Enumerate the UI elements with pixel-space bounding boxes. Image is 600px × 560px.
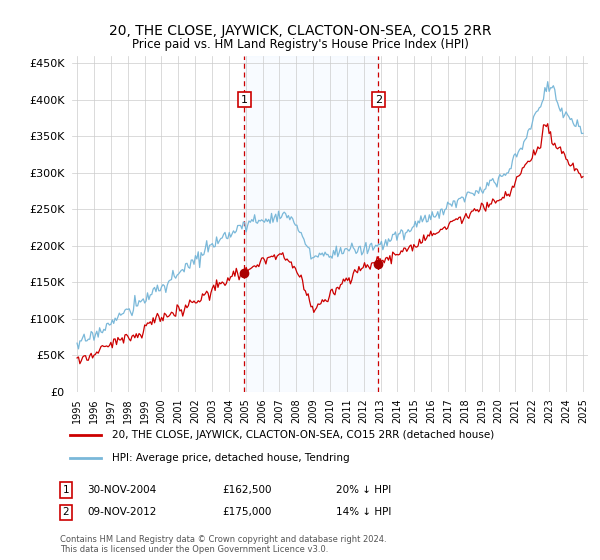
Text: 20, THE CLOSE, JAYWICK, CLACTON-ON-SEA, CO15 2RR (detached house): 20, THE CLOSE, JAYWICK, CLACTON-ON-SEA, …: [112, 430, 494, 440]
Text: 2: 2: [62, 507, 70, 517]
Text: 09-NOV-2012: 09-NOV-2012: [87, 507, 157, 517]
Text: Contains HM Land Registry data © Crown copyright and database right 2024.
This d: Contains HM Land Registry data © Crown c…: [60, 535, 386, 554]
Text: 1: 1: [62, 485, 70, 495]
Text: 14% ↓ HPI: 14% ↓ HPI: [336, 507, 391, 517]
Text: £162,500: £162,500: [222, 485, 271, 495]
Text: HPI: Average price, detached house, Tendring: HPI: Average price, detached house, Tend…: [112, 453, 349, 463]
Text: 20, THE CLOSE, JAYWICK, CLACTON-ON-SEA, CO15 2RR: 20, THE CLOSE, JAYWICK, CLACTON-ON-SEA, …: [109, 24, 491, 38]
Text: Price paid vs. HM Land Registry's House Price Index (HPI): Price paid vs. HM Land Registry's House …: [131, 38, 469, 52]
Text: 20% ↓ HPI: 20% ↓ HPI: [336, 485, 391, 495]
Text: £175,000: £175,000: [222, 507, 271, 517]
Bar: [244, 56, 379, 392]
Text: 30-NOV-2004: 30-NOV-2004: [87, 485, 156, 495]
Text: 2: 2: [375, 95, 382, 105]
Text: 1: 1: [241, 95, 248, 105]
